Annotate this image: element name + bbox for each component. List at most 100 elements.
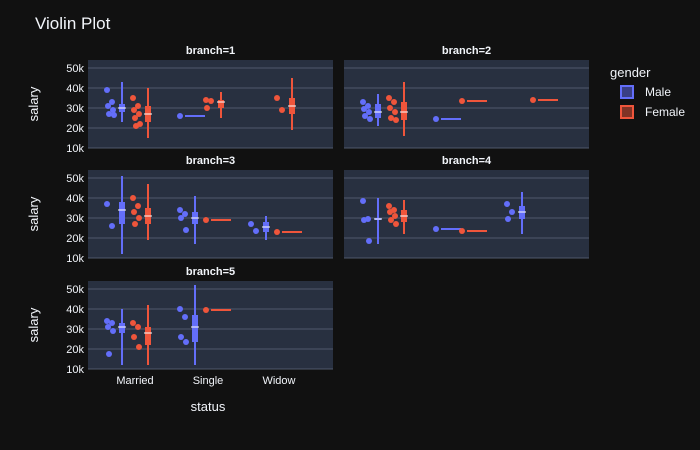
- facet-panels: 10k 20k 30k 40k 50k branch=1 salary branch=2 10k…: [26, 45, 589, 387]
- data-point: [130, 95, 136, 101]
- data-point: [183, 339, 189, 345]
- y-tick-label: 20k: [66, 344, 84, 356]
- violin-group: [177, 113, 205, 119]
- violin-box: [401, 102, 407, 120]
- data-point: [274, 229, 280, 235]
- data-point: [505, 216, 511, 222]
- data-point: [132, 221, 138, 227]
- data-point: [392, 213, 398, 219]
- data-point: [204, 105, 210, 111]
- violin-group: [386, 200, 408, 234]
- y-tick-label: 40k: [66, 193, 84, 205]
- y-tick-label: 50k: [66, 173, 84, 185]
- data-point: [393, 221, 399, 227]
- violin-group: [386, 82, 408, 136]
- data-point: [386, 203, 392, 209]
- legend[interactable]: gender Male Female: [610, 65, 685, 119]
- data-point: [203, 97, 209, 103]
- chart-title: Violin Plot: [35, 14, 111, 33]
- data-point: [111, 112, 117, 118]
- data-point: [366, 238, 372, 244]
- data-point: [133, 123, 139, 129]
- data-point: [388, 115, 394, 121]
- data-point: [393, 117, 399, 123]
- data-point: [279, 107, 285, 113]
- data-point: [392, 109, 398, 115]
- y-tick-label: 30k: [66, 103, 84, 115]
- y-tick-label: 20k: [66, 123, 84, 135]
- data-point: [208, 98, 214, 104]
- violin-group: [248, 216, 270, 240]
- violin-group: [274, 229, 302, 235]
- data-point: [135, 203, 141, 209]
- facet-panel: branch=2: [344, 45, 589, 149]
- y-tick-label: 10k: [66, 143, 84, 155]
- data-point: [366, 109, 372, 115]
- data-point: [110, 328, 116, 334]
- violin-group: [104, 176, 126, 254]
- plot-area: [88, 170, 333, 258]
- legend-swatch: [620, 85, 634, 99]
- violin-group: [530, 97, 558, 103]
- data-point: [203, 307, 209, 313]
- data-point: [105, 103, 111, 109]
- legend-swatch: [620, 105, 634, 119]
- y-tick-label: 50k: [66, 284, 84, 296]
- violin-group: [433, 116, 461, 122]
- violin-group: [203, 92, 225, 118]
- y-tick-label: 20k: [66, 233, 84, 245]
- violin-group: [360, 198, 382, 244]
- data-point: [361, 217, 367, 223]
- facet-title: branch=3: [186, 155, 235, 167]
- violin-group: [104, 309, 126, 365]
- data-point: [104, 318, 110, 324]
- data-point: [362, 113, 368, 119]
- data-point: [135, 324, 141, 330]
- data-point: [131, 107, 137, 113]
- data-point: [386, 95, 392, 101]
- y-tick-label: 10k: [66, 364, 84, 376]
- data-point: [109, 223, 115, 229]
- violin-group: [177, 196, 199, 244]
- data-point: [135, 103, 141, 109]
- data-point: [106, 351, 112, 357]
- y-tick-label: 50k: [66, 63, 84, 75]
- facet-title: branch=1: [186, 45, 235, 57]
- y-tick-label: 30k: [66, 213, 84, 225]
- data-point: [203, 217, 209, 223]
- facet-panel: 10k 20k 30k 40k 50k branch=5 salary Married Sing…: [26, 266, 333, 387]
- data-point: [253, 228, 259, 234]
- legend-item-female[interactable]: Female: [620, 105, 685, 119]
- violin-group: [274, 78, 296, 130]
- data-point: [248, 221, 254, 227]
- y-axis-label: salary: [26, 196, 41, 231]
- data-point: [274, 95, 280, 101]
- data-point: [433, 116, 439, 122]
- violin-group: [433, 226, 461, 232]
- data-point: [530, 97, 536, 103]
- data-point: [177, 113, 183, 119]
- legend-item-male[interactable]: Male: [620, 85, 671, 99]
- x-tick-label: Single: [193, 375, 224, 387]
- data-point: [104, 201, 110, 207]
- violin-box: [192, 315, 198, 342]
- data-point: [178, 215, 184, 221]
- data-point: [109, 320, 115, 326]
- data-point: [388, 217, 394, 223]
- facet-panel: 10k 20k 30k 40k 50k branch=1 salary: [26, 45, 333, 155]
- data-point: [387, 105, 393, 111]
- data-point: [459, 228, 465, 234]
- data-point: [182, 314, 188, 320]
- data-point: [132, 115, 138, 121]
- data-point: [387, 209, 393, 215]
- violin-group: [360, 94, 382, 126]
- facet-title: branch=4: [442, 155, 492, 167]
- data-point: [360, 99, 366, 105]
- data-point: [104, 87, 110, 93]
- data-point: [131, 334, 137, 340]
- data-point: [136, 344, 142, 350]
- data-point: [433, 226, 439, 232]
- y-tick-label: 40k: [66, 304, 84, 316]
- x-tick-label: Widow: [262, 375, 295, 387]
